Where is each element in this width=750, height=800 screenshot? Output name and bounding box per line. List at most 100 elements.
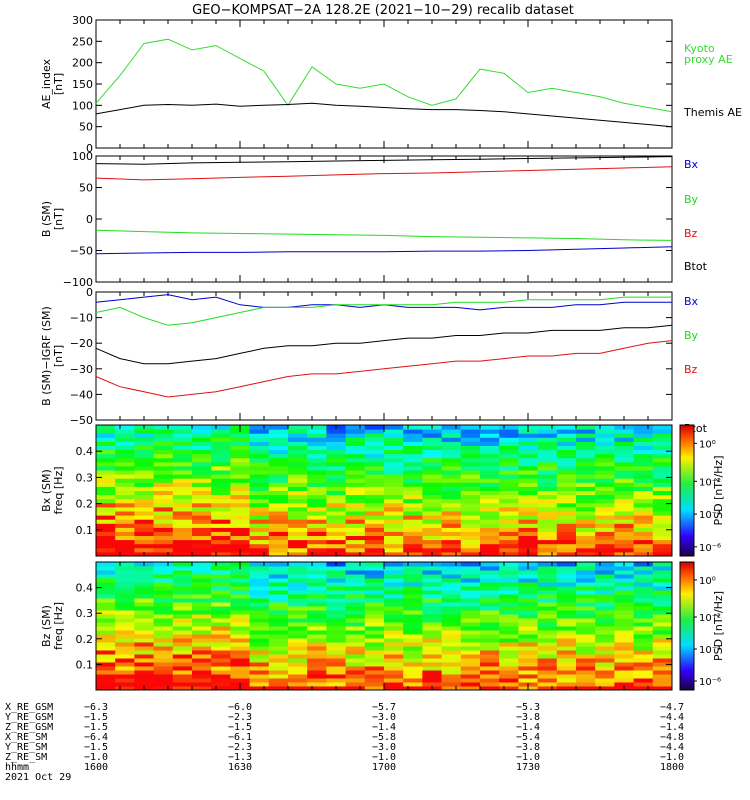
spectrogram-cell [441,474,462,479]
spectrogram-cell [403,586,423,591]
spectrogram-cell [115,506,135,512]
spectrogram-cell [192,574,212,579]
spectrogram-cell [441,602,462,607]
spectrogram-cell [460,654,481,659]
spectrogram-cell [499,566,519,571]
spectrogram-cell [96,523,116,528]
spectrogram-cell [422,590,443,595]
spectrogram-cell [268,506,289,512]
spectrogram-cell [134,457,155,463]
spectrogram-cell [364,634,385,639]
spectrogram-cell [499,654,519,659]
spectrogram-cell [633,658,654,663]
spectrogram-cell [230,461,251,467]
spectrogram-cell [134,494,155,500]
spectrogram-cell [422,674,443,679]
spectrogram-cell [134,449,155,455]
spectrogram-cell [268,666,289,671]
spectrogram-cell [480,638,500,643]
spectrogram-cell [441,570,462,575]
spectrogram-cell [537,547,558,553]
spectrogram-cell [345,474,366,479]
spectrogram-cell [249,578,270,583]
spectrogram-cell [115,531,135,536]
spectrogram-cell [652,494,673,500]
spectrogram-cell [537,465,558,471]
spectrogram-cell [364,686,385,691]
spectrogram-cell [192,658,212,663]
spectrogram-cell [614,453,635,459]
spectrogram-cell [307,470,327,475]
spectrogram-cell [403,566,423,571]
spectrogram-cell [288,562,308,567]
spectrogram-cell [192,543,212,549]
spectrogram-cell [480,498,500,504]
spectrogram-cell [153,453,174,459]
spectrogram-cell [652,582,673,587]
spectrogram-cell [115,441,135,446]
spectrogram-cell [134,638,155,643]
spectrogram-cell [153,678,174,683]
spectrogram-cell [96,425,116,430]
spectrogram-cell [364,658,385,663]
spectrogram-cell [345,515,366,520]
spectrogram-cell [288,630,308,635]
spectrogram-cell [595,650,615,655]
spectrogram-cell [288,461,308,467]
spectrogram-cell [556,478,577,483]
spectrogram-cell [595,539,615,545]
spectrogram-cell [576,449,596,455]
y-tick-label: 50 [79,182,93,195]
spectrogram-cell [614,670,635,675]
spectrogram-cell [268,425,289,430]
spectrogram-cell [249,674,270,679]
spectrogram-cell [441,662,462,667]
spectrogram-cell [595,610,615,615]
spectrogram-cell [192,650,212,655]
spectrogram-cell [96,535,116,541]
spectrogram-cell [172,654,193,659]
spectrogram-cell [192,457,212,463]
spectrogram-cell [576,638,596,643]
spectrogram-cell [633,531,654,536]
spectrogram-cell [211,666,231,671]
spectrogram-cell [595,441,615,446]
spectrogram-cell [345,465,366,471]
spectrogram-cell [441,523,462,528]
spectrogram-cell [268,437,289,442]
y-axis-label: Bx (SM) [40,469,53,512]
spectrogram-cell [576,445,596,451]
spectrogram-cell [172,490,193,496]
spectrogram-cell [518,638,539,643]
spectrogram-cell [460,638,481,643]
spectrogram-cell [345,674,366,679]
spectrogram-cell [326,531,347,536]
spectrogram-cell [172,486,193,491]
spectrogram-cell [595,425,615,430]
spectrogram-cell [364,470,385,475]
spectrogram-cell [134,429,155,434]
spectrogram-cell [172,642,193,647]
spectrogram-cell [518,606,539,611]
spectrogram-cell [499,658,519,663]
spectrogram-cell [288,551,308,557]
spectrogram-cell [556,519,577,524]
spectrogram-cell [422,494,443,500]
spectrogram-cell [518,445,539,451]
spectrogram-cell [480,527,500,532]
spectrogram-cell [230,515,251,520]
spectrogram-cell [230,494,251,500]
spectrogram-cell [499,547,519,553]
spectrogram-cell [326,642,347,647]
spectrogram-cell [499,630,519,635]
spectrogram-cell [576,498,596,504]
spectrogram-cell [518,602,539,607]
spectrogram-cell [326,429,347,434]
spectrogram-cell [345,490,366,496]
spectrogram-cell [595,582,615,587]
spectrogram-cell [192,486,212,491]
spectrogram-cell [364,535,385,541]
spectrogram-cell [134,590,155,595]
spectrogram-cell [556,511,577,516]
